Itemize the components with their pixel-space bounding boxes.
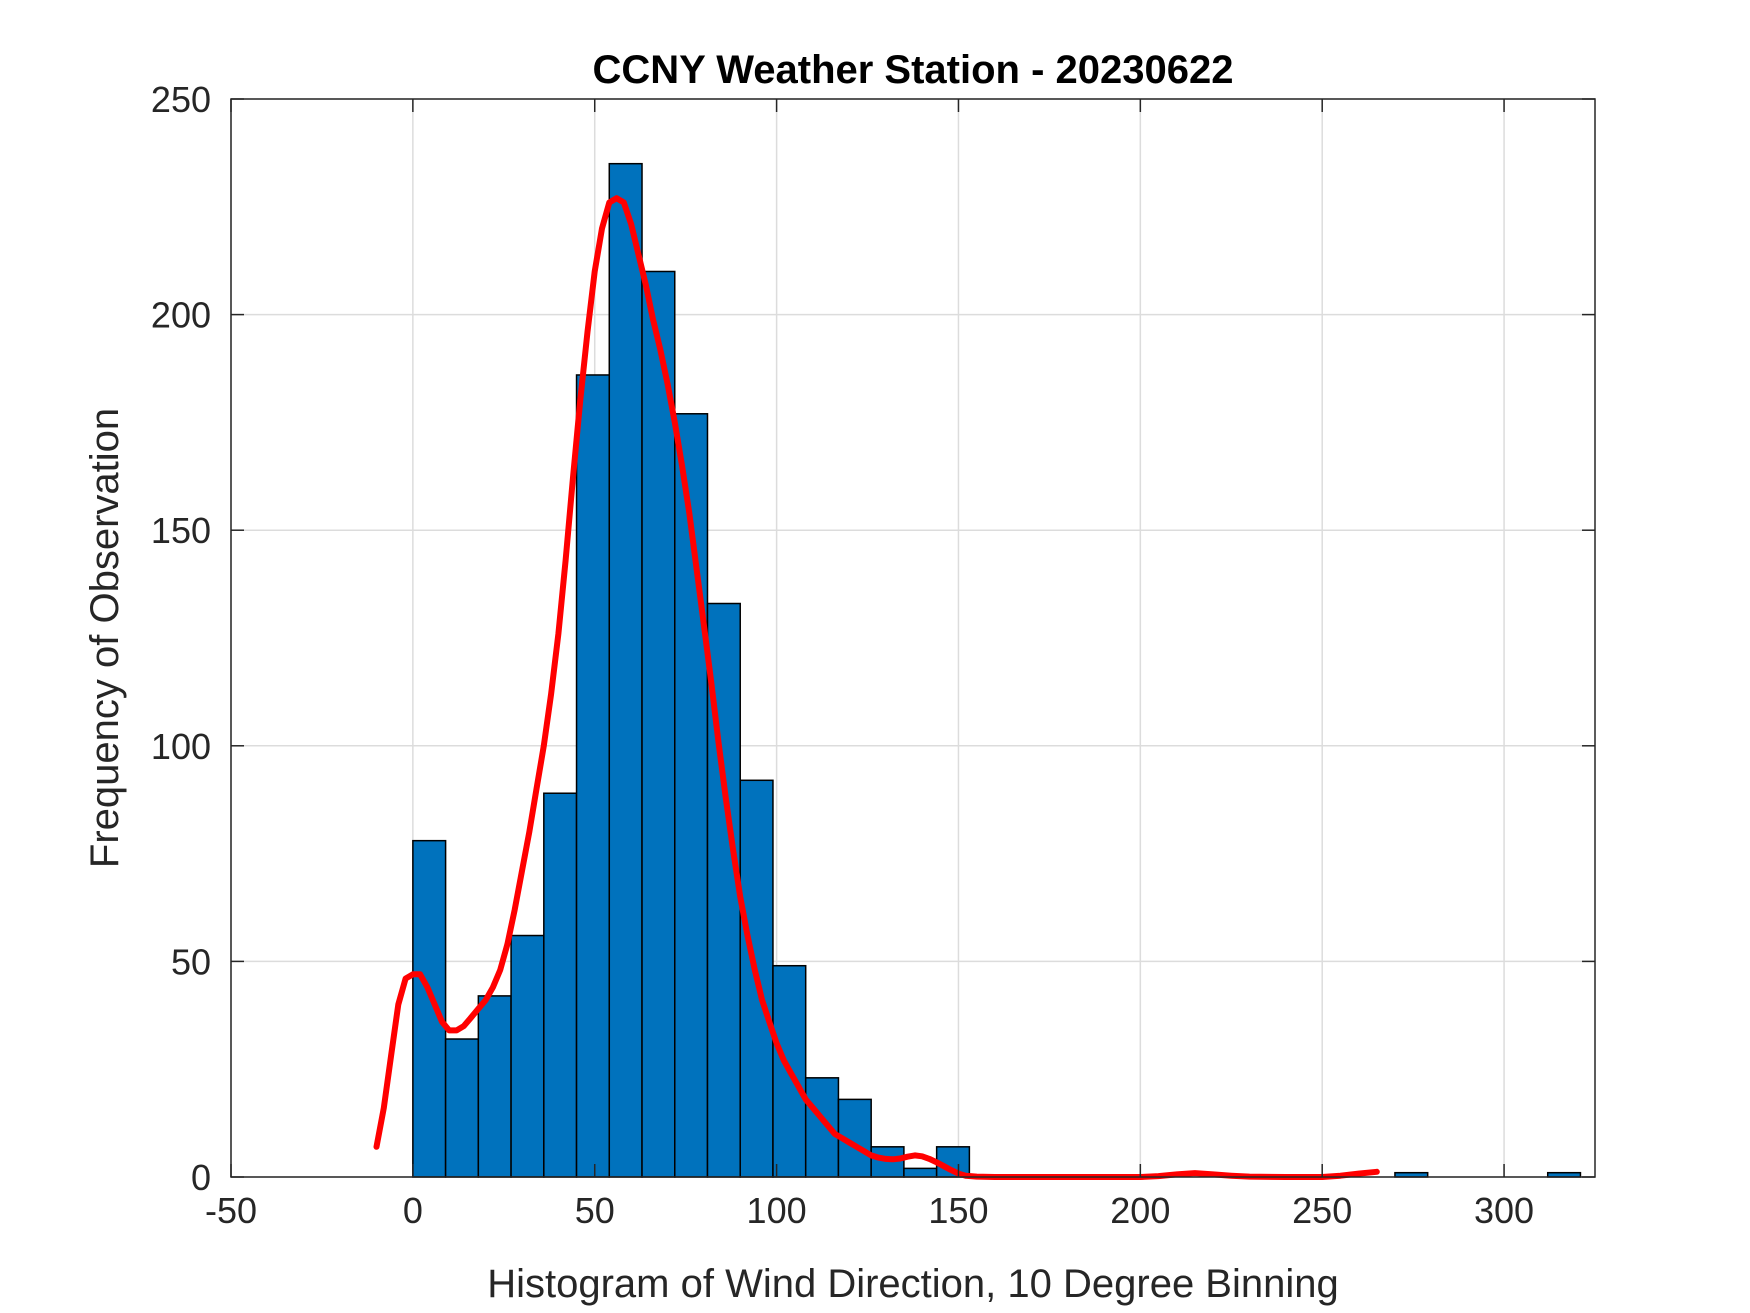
chart-title: CCNY Weather Station - 20230622 <box>593 48 1234 92</box>
y-axis-label: Frequency of Observation <box>83 408 127 868</box>
x-tick-label: 200 <box>1110 1190 1170 1231</box>
histogram-bar <box>412 839 447 1178</box>
histogram-bar <box>903 1167 938 1178</box>
x-tick-label: 300 <box>1474 1190 1534 1231</box>
histogram-bar <box>608 162 643 1178</box>
axis-ticks <box>230 98 1595 1178</box>
y-tick-label: 200 <box>151 295 211 336</box>
x-tick-label: -50 <box>205 1190 257 1231</box>
y-tick-label: 150 <box>151 510 211 551</box>
histogram-bar <box>444 1038 480 1178</box>
histogram-bar <box>477 995 512 1178</box>
plot-frame <box>230 98 1596 1178</box>
histogram-bar <box>510 934 545 1178</box>
y-tick-label: 250 <box>151 79 211 120</box>
x-tick-label: 150 <box>928 1190 988 1231</box>
x-tick-label: 50 <box>575 1190 615 1231</box>
x-tick-labels: -50 0 50 100 150 200 250 300 <box>205 1190 1534 1231</box>
y-tick-label: 50 <box>171 941 211 982</box>
x-tick-label: 0 <box>403 1190 423 1231</box>
histogram-bar <box>641 270 676 1178</box>
y-tick-labels: 0 50 100 150 200 250 <box>151 79 211 1198</box>
histogram-bar <box>575 374 611 1178</box>
histogram-bar <box>543 792 578 1178</box>
y-tick-label: 0 <box>191 1157 211 1198</box>
y-tick-label: 100 <box>151 726 211 767</box>
x-tick-label: 250 <box>1292 1190 1352 1231</box>
grid-lines <box>230 98 1595 1178</box>
histogram-bar <box>804 1077 840 1178</box>
plot-area <box>231 99 1595 1177</box>
x-axis-label: Histogram of Wind Direction, 10 Degree B… <box>487 1262 1339 1306</box>
x-tick-label: 100 <box>747 1190 807 1231</box>
